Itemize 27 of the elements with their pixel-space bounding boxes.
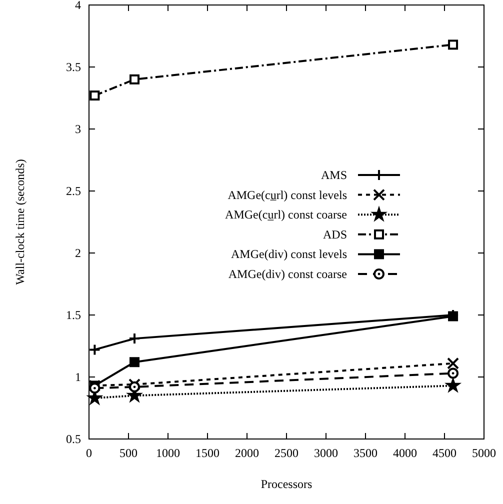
x-tick-label: 4000 <box>393 446 417 460</box>
y-tick-label: 1.5 <box>66 308 81 322</box>
x-tick-label: 5000 <box>472 446 496 460</box>
y-axis-title: Wall-clock time (seconds) <box>13 159 27 285</box>
x-tick-label: 1500 <box>196 446 220 460</box>
x-axis-title: Processors <box>260 477 312 491</box>
legend-label: AMGe(div) const levels <box>231 247 348 262</box>
y-tick-label: 3.5 <box>66 60 81 74</box>
legend-label: AMGe(div) const coarse <box>228 267 347 281</box>
y-tick-label: 3 <box>75 122 81 136</box>
y-tick-label: 2.5 <box>66 184 81 198</box>
x-tick-label: 500 <box>120 446 138 460</box>
legend-label: AMGe(cu̲rl) const levels <box>228 188 348 202</box>
x-tick-label: 1000 <box>156 446 180 460</box>
x-tick-label: 2000 <box>235 446 259 460</box>
y-tick-label: 2 <box>75 246 81 260</box>
x-tick-label: 3000 <box>314 446 338 460</box>
legend-label: ADS <box>322 227 347 242</box>
x-tick-label: 0 <box>86 446 92 460</box>
y-tick-label: 1 <box>75 370 81 384</box>
y-tick-label: 0.5 <box>66 432 81 446</box>
x-tick-label: 4500 <box>432 446 456 460</box>
legend-label: AMS <box>320 168 347 182</box>
y-tick-label: 4 <box>75 0 81 12</box>
x-tick-label: 3500 <box>354 446 378 460</box>
x-tick-label: 2500 <box>274 446 298 460</box>
legend-label: AMGe(cu̲rl) const coarse <box>225 208 347 222</box>
